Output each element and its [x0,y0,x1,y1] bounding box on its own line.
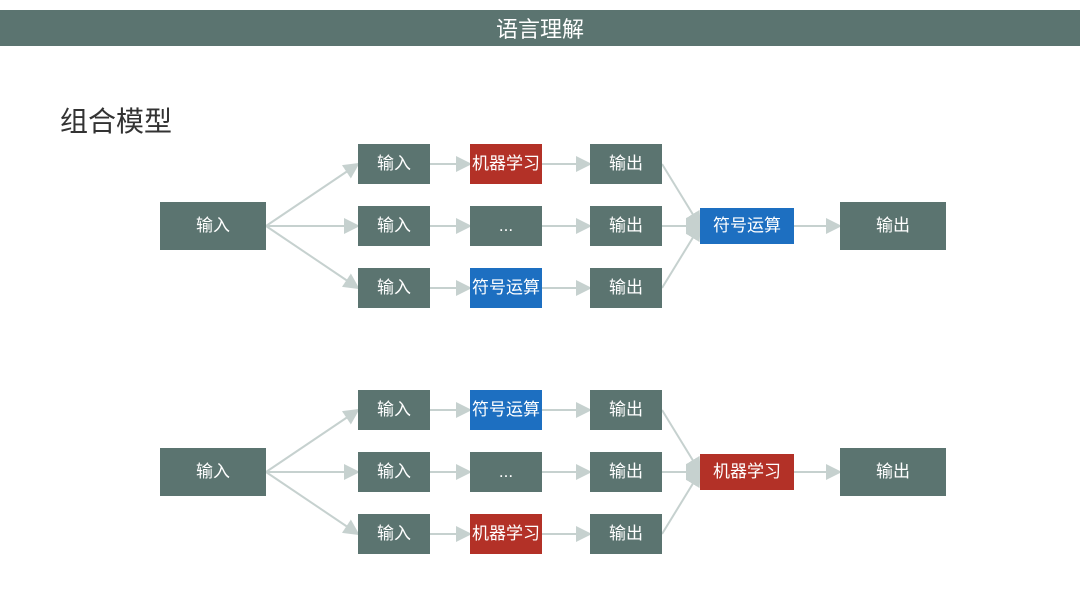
d2-row0-in: 输入 [358,390,430,430]
d1-row0-mid: 机器学习 [470,144,542,184]
d1-input-main: 输入 [160,202,266,250]
d1-row1-mid: ... [470,206,542,246]
d1-row1-out: 输出 [590,206,662,246]
d2-row2-in: 输入 [358,514,430,554]
d1-row2-in: 输入 [358,268,430,308]
d2-row0-mid: 符号运算 [470,390,542,430]
d2-output: 输出 [840,448,946,496]
d2-input-main: 输入 [160,448,266,496]
d2-row1-in: 输入 [358,452,430,492]
header-bar-left [0,10,466,46]
d2-row2-out: 输出 [590,514,662,554]
d1-row1-in: 输入 [358,206,430,246]
d1-row0-out: 输出 [590,144,662,184]
d2-row0-out: 输出 [590,390,662,430]
d2-merge: 机器学习 [700,454,794,490]
d1-merge: 符号运算 [700,208,794,244]
d1-row2-mid: 符号运算 [470,268,542,308]
d2-row2-mid: 机器学习 [470,514,542,554]
d1-row2-out: 输出 [590,268,662,308]
header-title: 语言理解 [466,10,614,46]
d2-row1-out: 输出 [590,452,662,492]
header-bar: 语言理解 [0,10,1080,46]
header-bar-right [614,10,1080,46]
d2-row1-mid: ... [470,452,542,492]
section-title: 组合模型 [60,100,172,140]
d1-row0-in: 输入 [358,144,430,184]
d1-output: 输出 [840,202,946,250]
